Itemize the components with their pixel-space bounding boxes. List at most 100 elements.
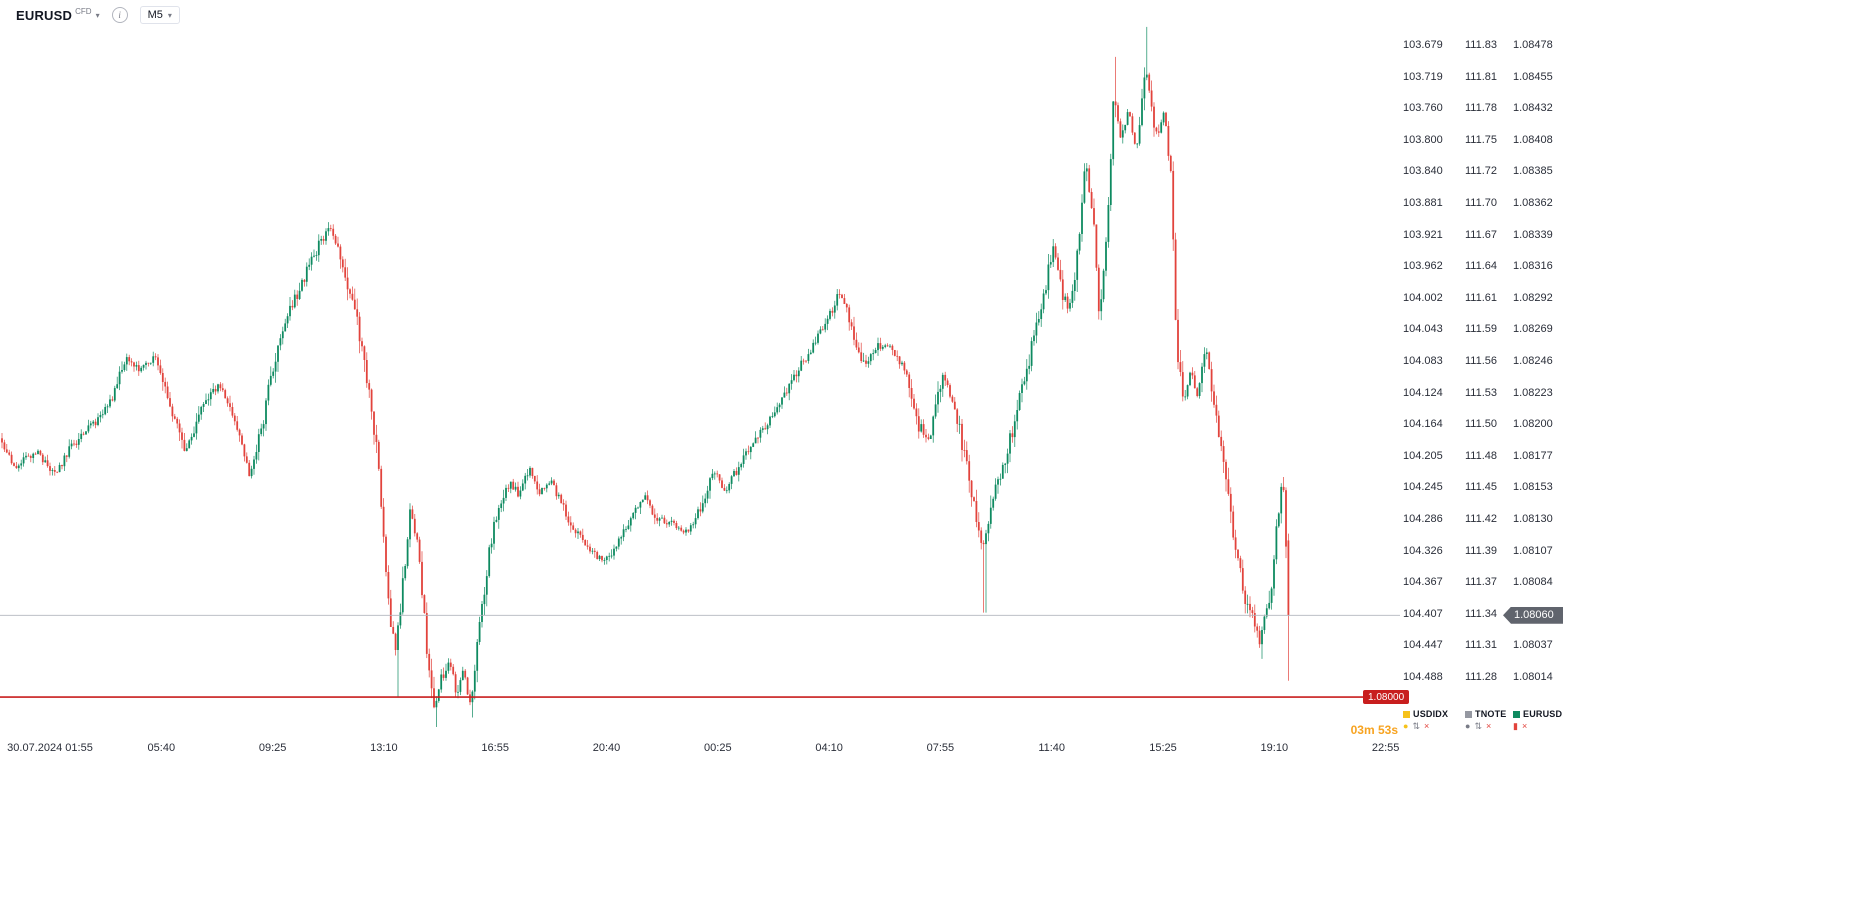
- eurusd-price-label: 1.08084: [1513, 576, 1553, 589]
- tnote-price-label: 111.81: [1465, 70, 1498, 83]
- price-axis-row[interactable]: 104.245 111.45 1.08153: [1403, 481, 1573, 495]
- series-name: EURUSD: [1523, 709, 1563, 719]
- info-icon[interactable]: i: [111, 7, 128, 23]
- tnote-price-label: 111.56: [1465, 355, 1498, 367]
- tnote-price-label: 111.28: [1465, 671, 1498, 683]
- price-axis-row[interactable]: 103.760 111.78 1.08432: [1403, 102, 1573, 116]
- eurusd-price-label: 1.08269: [1513, 323, 1553, 336]
- eurusd-price-label: 1.08478: [1513, 39, 1553, 51]
- price-axis-row[interactable]: 103.921 111.67 1.08339: [1403, 229, 1573, 243]
- usdidx-price-label: 103.881: [1403, 197, 1443, 209]
- usdidx-price-label: 104.488: [1403, 671, 1443, 683]
- symbol-name[interactable]: EURUSD: [16, 7, 73, 23]
- time-axis-label: 07:55: [926, 742, 955, 754]
- usdidx-price-label: 104.043: [1403, 323, 1443, 336]
- usdidx-price-label: 104.367: [1403, 576, 1443, 589]
- price-axis-row[interactable]: 104.326 111.39 1.08107: [1403, 545, 1573, 559]
- settings-arrows-icon[interactable]: ⇅: [1412, 721, 1420, 731]
- price-axis-row[interactable]: 103.840 111.72 1.08385: [1403, 165, 1573, 179]
- usdidx-price-label: 103.962: [1403, 260, 1443, 273]
- eurusd-price-label: 1.08339: [1513, 228, 1553, 241]
- alert-badge-icon[interactable]: ▮: [1513, 721, 1518, 731]
- time-axis[interactable]: 30.07.2024 01:55 05:40 09:25 13:10 16:55 20:4…: [0, 742, 1560, 758]
- time-axis-label: 15:25: [1149, 742, 1177, 754]
- tnote-price-label: 111.72: [1465, 165, 1498, 178]
- visibility-icon[interactable]: ●: [1403, 721, 1409, 731]
- timeframe-button[interactable]: M5 ▾: [139, 6, 180, 24]
- eurusd-price-label: 1.08177: [1513, 449, 1553, 462]
- time-axis-label: 11:40: [1038, 742, 1066, 754]
- instrument-type-label: CFD: [75, 7, 92, 16]
- price-axis-row[interactable]: 104.002 111.61 1.08292: [1403, 292, 1573, 306]
- price-axis-row[interactable]: 104.043 111.59 1.08269: [1403, 323, 1573, 337]
- time-axis-label: 04:10: [815, 742, 843, 754]
- usdidx-price-label: 104.164: [1403, 418, 1443, 431]
- eurusd-price-label: 1.08153: [1513, 481, 1553, 494]
- timeframe-caret-icon: ▾: [167, 10, 172, 20]
- eurusd-price-label: 1.08408: [1513, 133, 1553, 146]
- price-axis-row[interactable]: 104.286 111.42 1.08130: [1403, 513, 1573, 527]
- tnote-price-label: 111.37: [1465, 576, 1498, 589]
- price-axis-row[interactable]: 104.083 111.56 1.08246: [1403, 355, 1573, 369]
- series-swatch: [1403, 710, 1410, 718]
- series-swatch: [1465, 710, 1472, 718]
- price-axis-row[interactable]: 103.881 111.70 1.08362: [1403, 197, 1573, 211]
- price-axis-row[interactable]: 104.488 111.28 1.08014: [1403, 671, 1573, 685]
- tnote-price-label: 111.50: [1465, 418, 1498, 431]
- time-axis-label: 09:25: [258, 742, 287, 754]
- eurusd-price-label: 1.08246: [1513, 355, 1553, 367]
- usdidx-price-label: 103.679: [1403, 39, 1443, 51]
- price-axis-row[interactable]: 104.447 111.31 1.08037: [1403, 639, 1573, 653]
- bar-countdown: 03m 53s: [1350, 723, 1398, 737]
- time-axis-label: 13:10: [370, 742, 398, 754]
- price-axis-row[interactable]: 104.367 111.37 1.08084: [1403, 576, 1573, 590]
- settings-arrows-icon[interactable]: ⇅: [1474, 721, 1482, 731]
- tnote-price-label: 111.34: [1465, 607, 1498, 620]
- usdidx-price-label: 103.840: [1403, 165, 1443, 178]
- usdidx-price-label: 104.124: [1403, 386, 1443, 399]
- tnote-price-label: 111.70: [1465, 197, 1498, 209]
- time-axis-label: 16:55: [481, 742, 509, 754]
- price-axis-row[interactable]: 104.124 111.53 1.08223: [1403, 387, 1573, 401]
- remove-icon[interactable]: ×: [1423, 721, 1430, 731]
- red-line-price-tag: 1.08000: [1363, 690, 1410, 705]
- visibility-icon[interactable]: ●: [1465, 721, 1471, 731]
- eurusd-price-label: 1.08432: [1513, 102, 1553, 115]
- tnote-price-label: 111.83: [1465, 39, 1498, 51]
- object-tree-legend: USDIDX ● ⇅ × TNOTE ● ⇅ × EURUSD ▮ ×: [1403, 709, 1573, 745]
- eurusd-price-label: 1.08130: [1513, 513, 1553, 525]
- time-axis-label: 05:40: [147, 742, 176, 754]
- series-name: USDIDX: [1413, 709, 1449, 719]
- tnote-price-label: 111.53: [1465, 386, 1498, 399]
- usdidx-price-label: 104.407: [1403, 607, 1443, 620]
- candlestick-series: [1, 26, 1290, 727]
- eurusd-price-label: 1.08107: [1513, 544, 1553, 557]
- remove-icon[interactable]: ×: [1521, 721, 1528, 731]
- remove-icon[interactable]: ×: [1485, 721, 1492, 731]
- price-axis-row[interactable]: 103.679 111.83 1.08478: [1403, 39, 1573, 53]
- legend-item-tnote[interactable]: TNOTE ● ⇅ ×: [1465, 709, 1507, 731]
- timeframe-label: M5: [147, 9, 163, 21]
- tnote-price-label: 111.42: [1465, 513, 1498, 525]
- price-axis-row[interactable]: 103.962 111.64 1.08316: [1403, 260, 1573, 274]
- symbol-dropdown-caret-icon[interactable]: ▾: [95, 10, 100, 20]
- time-axis-label: 00:25: [704, 742, 732, 754]
- price-axis[interactable]: 103.679 111.83 1.08478 103.719 111.81 1.08455…: [1403, 0, 1573, 760]
- eurusd-price-label: 1.08037: [1513, 639, 1553, 652]
- usdidx-price-label: 104.205: [1403, 449, 1443, 462]
- usdidx-price-label: 104.083: [1403, 355, 1443, 367]
- price-axis-row[interactable]: 104.164 111.50 1.08200: [1403, 418, 1573, 432]
- legend-item-usdidx[interactable]: USDIDX ● ⇅ ×: [1403, 709, 1448, 731]
- price-axis-row[interactable]: 103.800 111.75 1.08408: [1403, 134, 1573, 148]
- tnote-price-label: 111.59: [1465, 323, 1498, 336]
- legend-item-eurusd[interactable]: EURUSD ▮ ×: [1513, 709, 1562, 731]
- series-controls: ▮ ×: [1513, 722, 1562, 731]
- eurusd-price-label: 1.08362: [1513, 197, 1553, 209]
- tnote-price-label: 111.67: [1465, 228, 1498, 241]
- usdidx-price-label: 104.002: [1403, 291, 1443, 304]
- tnote-price-label: 111.48: [1465, 449, 1498, 462]
- usdidx-price-label: 103.921: [1403, 228, 1443, 241]
- price-axis-row[interactable]: 103.719 111.81 1.08455: [1403, 71, 1573, 85]
- price-axis-row[interactable]: 104.205 111.48 1.08177: [1403, 450, 1573, 464]
